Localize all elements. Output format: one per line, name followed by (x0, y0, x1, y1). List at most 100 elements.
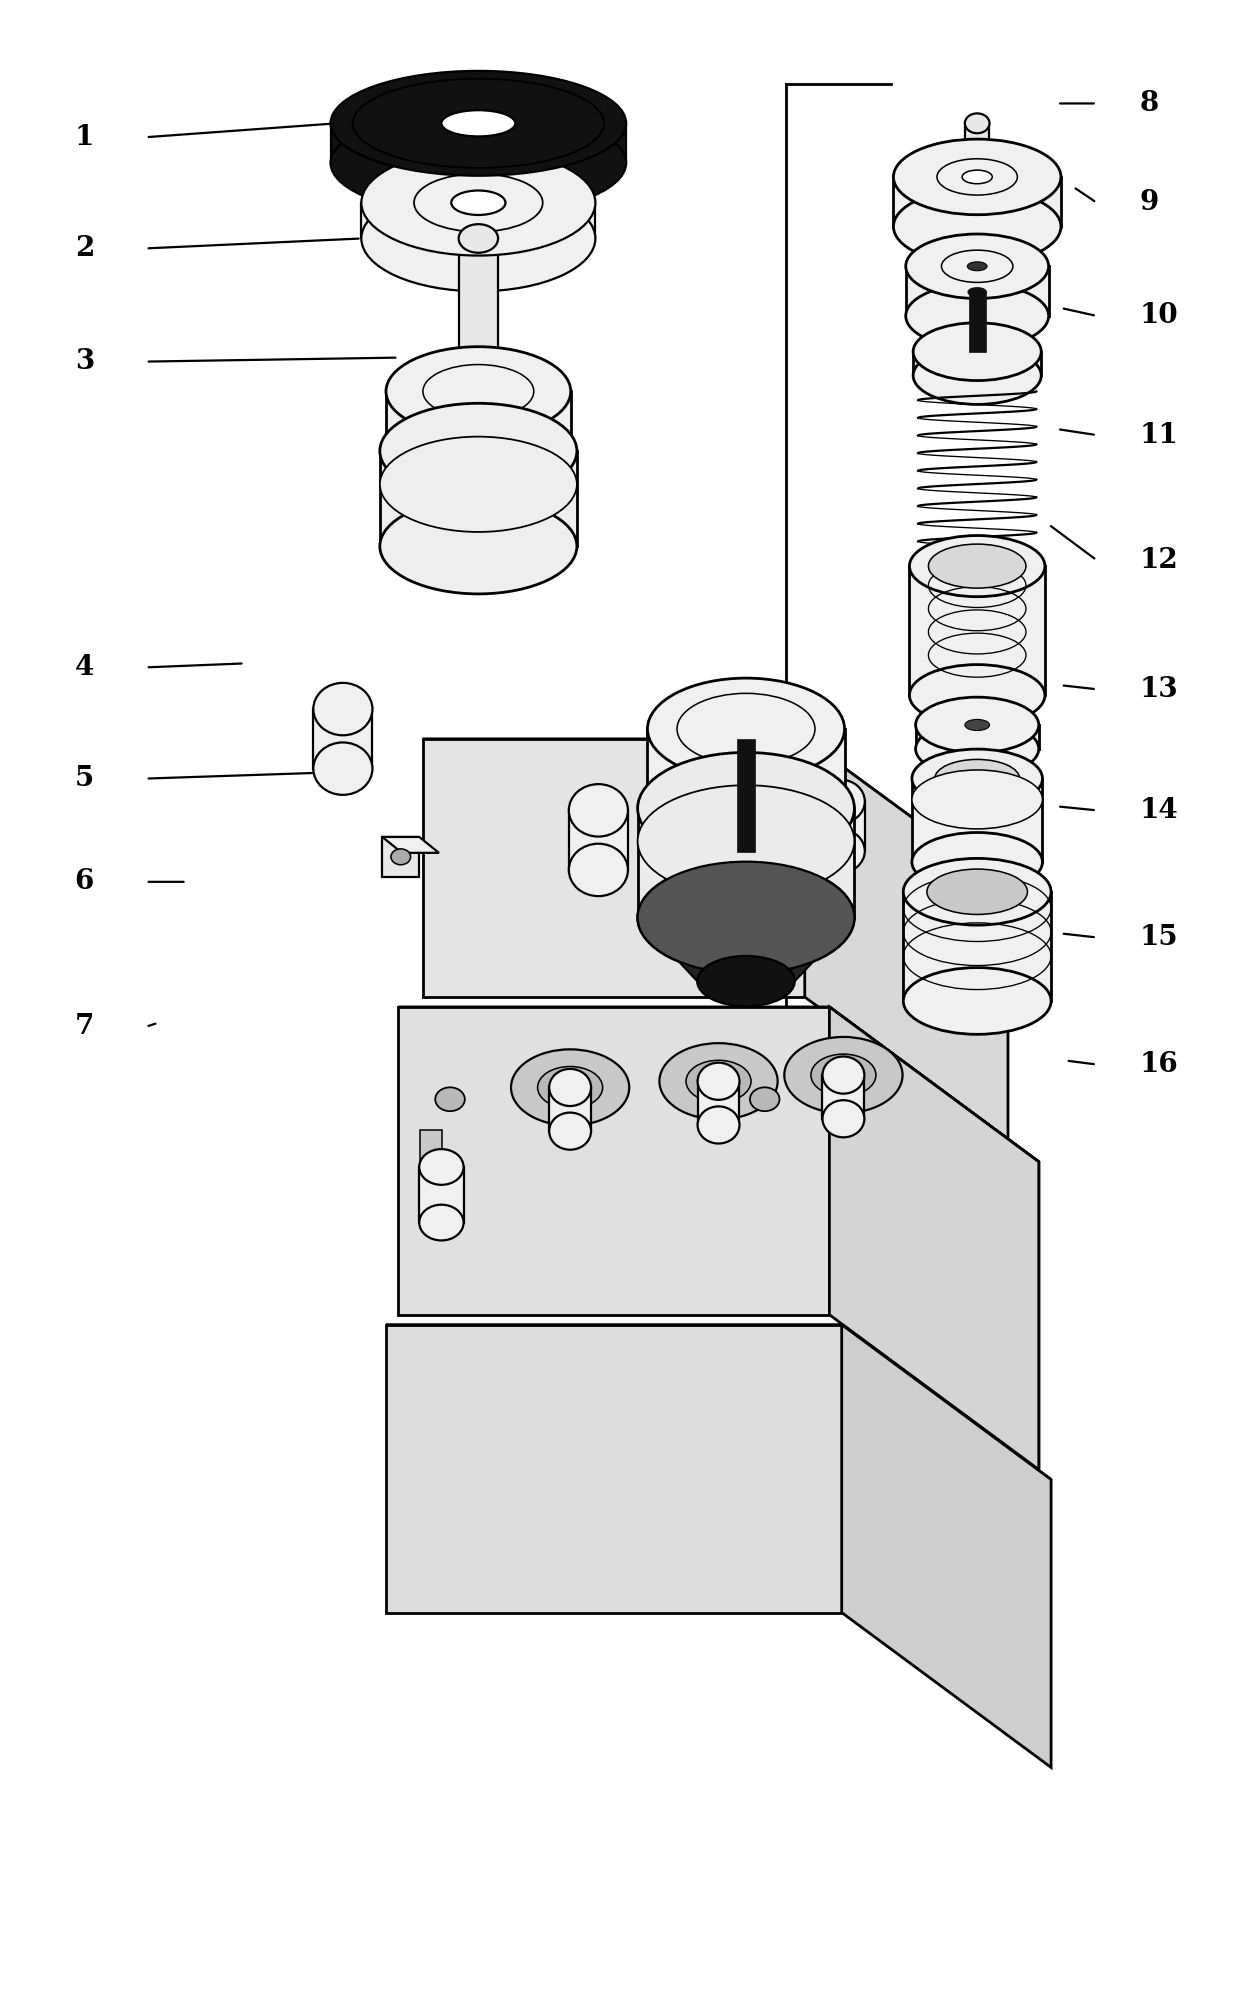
Polygon shape (382, 837, 419, 877)
Ellipse shape (314, 682, 372, 736)
Text: 13: 13 (1140, 676, 1178, 702)
Ellipse shape (777, 806, 822, 845)
Polygon shape (738, 740, 755, 851)
Polygon shape (909, 566, 1045, 696)
Ellipse shape (965, 720, 990, 730)
Ellipse shape (816, 830, 864, 873)
Polygon shape (968, 291, 986, 351)
Text: 8: 8 (1140, 90, 1159, 118)
Ellipse shape (569, 784, 627, 837)
Ellipse shape (423, 365, 533, 419)
Ellipse shape (928, 869, 1028, 915)
Ellipse shape (929, 544, 1025, 588)
Polygon shape (386, 1324, 1052, 1480)
Polygon shape (459, 239, 498, 387)
Ellipse shape (379, 403, 577, 498)
Polygon shape (549, 1087, 591, 1131)
Ellipse shape (419, 1149, 464, 1184)
Polygon shape (423, 740, 805, 997)
Text: 10: 10 (1140, 303, 1178, 329)
Polygon shape (382, 837, 439, 853)
Ellipse shape (379, 498, 577, 594)
Ellipse shape (331, 72, 626, 175)
Ellipse shape (352, 78, 604, 167)
Ellipse shape (903, 967, 1052, 1035)
Text: 6: 6 (74, 867, 94, 895)
Polygon shape (379, 451, 577, 546)
Ellipse shape (538, 1067, 603, 1109)
Text: 2: 2 (74, 235, 94, 261)
Ellipse shape (361, 150, 595, 255)
Text: 3: 3 (74, 349, 94, 375)
Ellipse shape (419, 1204, 464, 1240)
Ellipse shape (935, 760, 1019, 798)
Ellipse shape (911, 770, 1043, 830)
Ellipse shape (386, 347, 570, 437)
Text: 4: 4 (74, 654, 94, 680)
Ellipse shape (915, 698, 1039, 754)
Text: 11: 11 (1140, 421, 1178, 449)
Ellipse shape (379, 437, 577, 532)
Ellipse shape (331, 110, 626, 215)
Ellipse shape (905, 233, 1049, 299)
Ellipse shape (647, 678, 844, 780)
Ellipse shape (913, 323, 1042, 381)
Ellipse shape (911, 833, 1043, 891)
Text: 16: 16 (1140, 1051, 1178, 1079)
Text: 5: 5 (74, 766, 94, 792)
Polygon shape (816, 802, 864, 851)
Polygon shape (420, 1131, 441, 1174)
Ellipse shape (678, 772, 813, 855)
Ellipse shape (314, 742, 372, 796)
Text: 7: 7 (74, 1013, 94, 1041)
Ellipse shape (915, 722, 1039, 776)
Polygon shape (905, 267, 1049, 315)
Ellipse shape (637, 752, 854, 863)
Polygon shape (830, 1007, 1039, 1470)
Ellipse shape (903, 857, 1052, 925)
Polygon shape (698, 1081, 739, 1125)
Polygon shape (569, 810, 627, 869)
Text: 12: 12 (1140, 546, 1178, 574)
Polygon shape (903, 891, 1052, 1001)
Polygon shape (637, 917, 854, 981)
Ellipse shape (647, 758, 844, 859)
Ellipse shape (549, 1113, 591, 1151)
Ellipse shape (894, 189, 1061, 265)
Ellipse shape (909, 536, 1045, 596)
Ellipse shape (650, 754, 842, 871)
Polygon shape (894, 177, 1061, 227)
Ellipse shape (905, 283, 1049, 349)
Ellipse shape (637, 786, 854, 897)
Ellipse shape (677, 694, 815, 764)
Ellipse shape (637, 861, 854, 973)
Polygon shape (331, 124, 626, 164)
Ellipse shape (435, 1087, 465, 1111)
Ellipse shape (698, 1063, 739, 1101)
Polygon shape (314, 710, 372, 768)
Ellipse shape (414, 173, 543, 231)
Ellipse shape (968, 289, 986, 295)
Polygon shape (398, 1007, 830, 1314)
Polygon shape (423, 740, 1008, 887)
Polygon shape (830, 1007, 1039, 1470)
Polygon shape (637, 808, 854, 917)
Ellipse shape (549, 1069, 591, 1107)
Polygon shape (805, 740, 1008, 1147)
Ellipse shape (569, 843, 627, 895)
Ellipse shape (697, 955, 795, 1007)
Text: 14: 14 (1140, 798, 1178, 824)
Ellipse shape (965, 114, 990, 134)
Ellipse shape (391, 849, 410, 865)
Text: 15: 15 (1140, 923, 1178, 951)
Ellipse shape (911, 750, 1043, 808)
Ellipse shape (811, 1055, 875, 1097)
Polygon shape (647, 730, 844, 808)
Ellipse shape (686, 1061, 751, 1103)
Ellipse shape (750, 1087, 780, 1111)
Polygon shape (361, 203, 595, 239)
Ellipse shape (816, 780, 864, 824)
Ellipse shape (459, 373, 498, 401)
Ellipse shape (386, 407, 570, 497)
Ellipse shape (909, 664, 1045, 726)
